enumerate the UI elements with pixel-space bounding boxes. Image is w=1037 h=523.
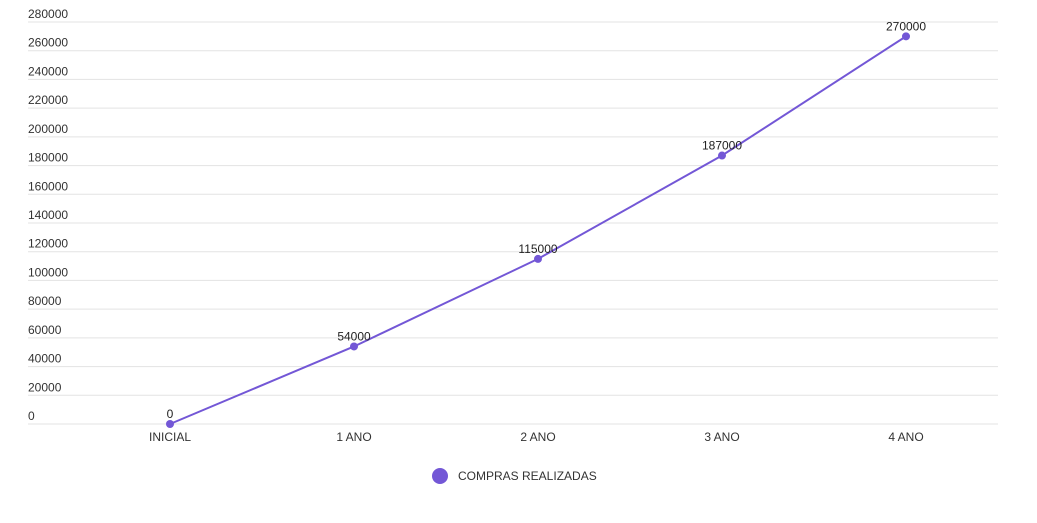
legend-marker-compras-realizadas	[432, 468, 448, 484]
legend[interactable]: COMPRAS REALIZADAS	[432, 468, 597, 484]
data-label: 270000	[886, 19, 926, 33]
y-tick-label: 120000	[28, 237, 68, 251]
x-tick-label: 3 ANO	[704, 430, 739, 444]
data-point[interactable]	[718, 151, 726, 160]
y-tick-label: 140000	[28, 208, 68, 222]
y-tick-label: 180000	[28, 151, 68, 165]
y-tick-label: 280000	[28, 7, 68, 21]
x-axis-tick-labels: INICIAL 1 ANO 2 ANO 3 ANO 4 ANO	[149, 430, 924, 444]
y-tick-label: 220000	[28, 93, 68, 107]
data-label: 54000	[337, 329, 371, 343]
y-tick-label: 240000	[28, 64, 68, 78]
x-tick-label: INICIAL	[149, 430, 191, 444]
data-point[interactable]	[350, 342, 358, 351]
y-tick-label: 40000	[28, 352, 62, 366]
y-tick-label: 100000	[28, 265, 68, 279]
series-line-compras-realizadas	[169, 35, 907, 425]
x-tick-label: 1 ANO	[336, 430, 371, 444]
y-tick-label: 260000	[28, 36, 68, 50]
data-point[interactable]	[902, 32, 910, 41]
x-tick-label: 2 ANO	[520, 430, 555, 444]
line-chart: 0 20000 40000 60000 80000 100000 120000 140000 1…	[28, 7, 998, 444]
x-tick-label: 4 ANO	[888, 430, 923, 444]
y-tick-label: 160000	[28, 179, 68, 193]
y-tick-label: 20000	[28, 380, 62, 394]
data-point[interactable]	[166, 420, 174, 428]
y-axis-tick-labels: 0 20000 40000 60000 80000 100000 120000 140000 1…	[28, 7, 68, 423]
legend-label-compras-realizadas: COMPRAS REALIZADAS	[458, 469, 597, 483]
data-point[interactable]	[534, 254, 542, 263]
y-tick-label: 0	[28, 409, 35, 423]
y-tick-label: 200000	[28, 122, 68, 136]
data-label: 187000	[702, 139, 742, 153]
y-tick-label: 60000	[28, 323, 62, 337]
gridlines	[28, 21, 998, 425]
data-labels: 0 54000 115000 187000 270000	[167, 19, 927, 421]
data-points	[166, 32, 910, 428]
y-tick-label: 80000	[28, 294, 62, 308]
data-label: 0	[167, 407, 174, 421]
data-label: 115000	[518, 242, 557, 256]
